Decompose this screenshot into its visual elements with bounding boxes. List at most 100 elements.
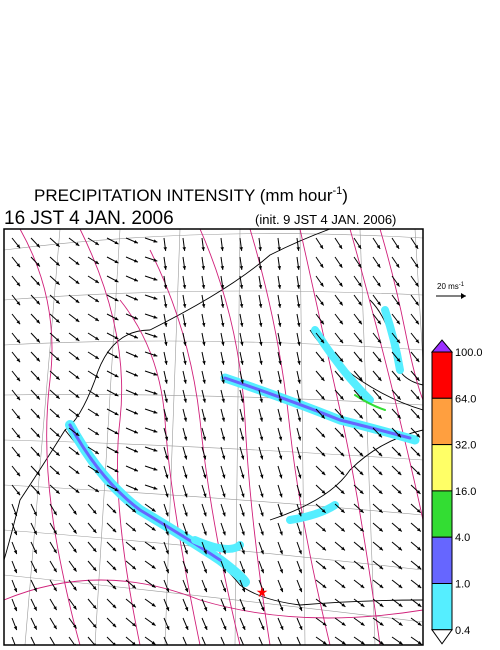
wind-arrowhead — [340, 452, 345, 457]
wind-arrowhead — [359, 527, 364, 532]
wind-arrowhead — [114, 278, 119, 283]
wind-arrowhead — [92, 529, 97, 533]
wind-arrowhead — [164, 341, 168, 346]
wind-arrowhead — [338, 263, 343, 268]
wind-arrowhead — [151, 584, 156, 588]
colorbar-segment — [431, 397, 453, 446]
wind-arrowhead — [36, 395, 40, 400]
wind-arrowhead — [53, 568, 57, 573]
wind-arrowhead — [416, 414, 420, 419]
wind-arrowhead — [13, 626, 18, 631]
wind-arrowhead — [360, 584, 365, 588]
wind-arrowhead — [378, 433, 382, 438]
wind-arrowhead — [240, 398, 244, 403]
wind-arrowhead — [322, 603, 327, 607]
wind-arrowhead — [397, 509, 402, 513]
wind-arrowhead — [94, 450, 99, 455]
wind-arrowhead — [359, 471, 364, 476]
wind-arrowhead — [379, 622, 384, 626]
wind-arrowhead — [417, 584, 422, 588]
wind-arrowhead — [279, 531, 283, 536]
wind-arrowhead — [201, 303, 206, 308]
wind-arrowhead — [36, 243, 40, 248]
wind-arrowhead — [183, 341, 187, 346]
wind-arrowhead — [182, 303, 187, 308]
wind-arrowhead — [241, 607, 246, 612]
wind-arrowhead — [278, 398, 282, 403]
wind-arrowhead — [92, 510, 97, 514]
wind-arrowhead — [153, 277, 158, 281]
wind-arrowhead — [379, 640, 384, 645]
wind-arrowhead — [322, 546, 326, 551]
wind-arrowhead — [358, 358, 363, 363]
wind-arrowhead — [341, 584, 346, 588]
wind-arrowhead — [36, 281, 40, 286]
wind-arrowhead — [415, 320, 419, 325]
wind-arrowhead — [296, 285, 301, 289]
wind-arrowhead — [203, 531, 207, 536]
wind-arrowhead — [398, 565, 403, 570]
wind-arrowhead — [203, 607, 208, 612]
wind-arrowhead — [164, 417, 169, 422]
wind-arrowhead — [279, 474, 283, 479]
wind-arrowhead — [202, 436, 207, 441]
wind-arrowhead — [338, 244, 343, 249]
wind-arrowhead — [417, 565, 422, 570]
wind-arrowhead — [112, 566, 117, 571]
wind-arrowhead — [94, 374, 99, 379]
wind-arrowhead — [396, 395, 401, 400]
wind-arrowhead — [417, 603, 422, 607]
wind-arrowhead — [151, 546, 156, 550]
wind-arrowhead — [75, 318, 80, 322]
map-frame — [3, 228, 424, 646]
wind-arrowhead — [398, 640, 403, 645]
wind-arrowhead — [377, 282, 381, 287]
wind-arrowhead — [94, 431, 99, 436]
wind-arrowhead — [151, 622, 156, 626]
wind-vectors — [11, 237, 422, 645]
wind-arrowhead — [259, 455, 264, 460]
wind-arrowhead — [221, 398, 225, 403]
wind-arrowhead — [241, 512, 245, 517]
wind-arrowhead — [36, 262, 40, 267]
wind-arrowhead — [279, 569, 283, 574]
wind-arrowhead — [339, 358, 344, 363]
wind-arrowhead — [415, 395, 420, 400]
wind-arrowhead — [220, 247, 224, 251]
wind-arrowhead — [13, 512, 18, 517]
wind-arrowhead — [377, 301, 381, 306]
wind-arrowhead — [163, 266, 168, 270]
wind-arrowhead — [339, 301, 343, 306]
wind-arrowhead — [340, 490, 345, 494]
wind-arrowhead — [55, 433, 60, 437]
wind-arrowhead — [220, 303, 225, 308]
wind-arrowhead — [73, 586, 77, 591]
wind-arrowhead — [339, 320, 343, 325]
wind-arrowhead — [165, 512, 169, 517]
wind-arrowhead — [114, 316, 119, 321]
wind-arrowhead — [379, 565, 384, 570]
wind-arrowhead — [320, 282, 324, 287]
wind-arrowhead — [341, 603, 346, 607]
wind-arrowhead — [165, 493, 169, 498]
wind-arrowhead — [163, 285, 168, 289]
wind-arrowhead — [132, 641, 136, 645]
wind-arrowhead — [377, 358, 382, 363]
wind-arrowhead — [395, 263, 400, 268]
wind-arrowhead — [132, 527, 136, 532]
wind-arrowhead — [340, 433, 344, 438]
wind-arrowhead — [220, 266, 225, 270]
wind-arrowhead — [258, 303, 263, 308]
wind-arrowhead — [280, 625, 284, 630]
wind-arrowhead — [223, 625, 227, 630]
wind-arrowhead — [201, 266, 206, 270]
wind-arrowhead — [359, 490, 364, 494]
wind-arrowhead — [166, 625, 170, 630]
wind-arrowhead — [279, 588, 284, 593]
wind-arrowhead — [359, 433, 363, 438]
wind-arrowhead — [259, 436, 264, 441]
wind-arrowhead — [112, 547, 117, 552]
wind-arrowhead — [133, 259, 138, 263]
colorbar-top — [430, 339, 454, 353]
wind-arrow — [220, 636, 226, 645]
